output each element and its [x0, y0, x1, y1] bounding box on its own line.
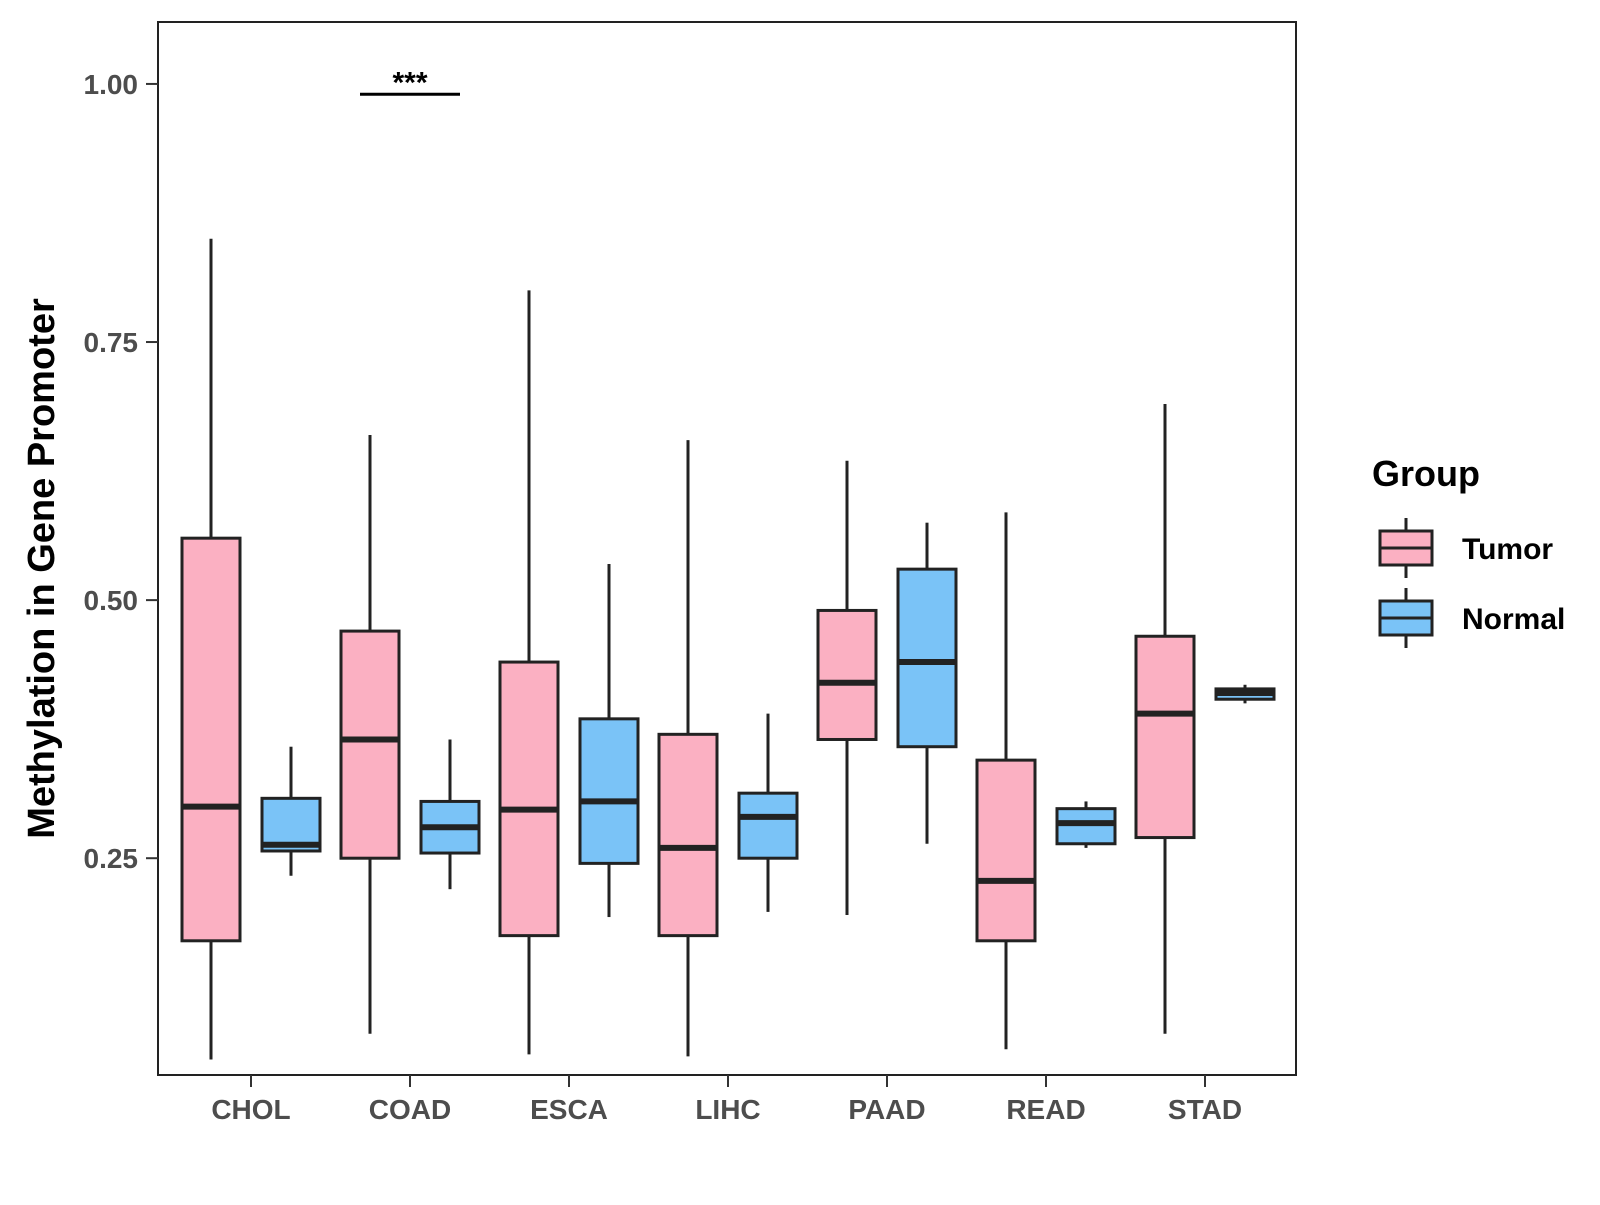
legend-title: Group: [1372, 453, 1480, 494]
box-paad: [816, 608, 878, 741]
box-lihc: [657, 732, 719, 938]
significance-label: ***: [392, 66, 427, 99]
box-lihc: [737, 791, 799, 860]
y-axis-title: Methylation in Gene Promoter: [21, 298, 63, 839]
y-tick-label: 0.50: [84, 585, 139, 616]
x-tick-label: READ: [1006, 1094, 1085, 1125]
legend-label-normal: Normal: [1462, 603, 1565, 636]
box-stad: [1134, 634, 1196, 840]
box-chol: [180, 536, 242, 943]
x-tick-label: CHOL: [211, 1094, 290, 1125]
y-tick-label: 0.25: [84, 843, 139, 874]
y-tick-label: 1.00: [84, 69, 139, 100]
x-tick-label: COAD: [369, 1094, 451, 1125]
plot-panel-border: [157, 21, 1297, 1076]
box-esca: [498, 660, 560, 938]
box-read: [1055, 807, 1117, 846]
box-coad: [339, 629, 401, 860]
x-tick-label: LIHC: [695, 1094, 760, 1125]
y-tick-label: 0.75: [84, 327, 139, 358]
x-tick-label: STAD: [1168, 1094, 1242, 1125]
box-read: [975, 758, 1037, 943]
x-tick-label: ESCA: [530, 1094, 608, 1125]
legend-label-tumor: Tumor: [1462, 533, 1553, 566]
x-tick-label: PAAD: [848, 1094, 925, 1125]
box-paad: [896, 567, 958, 749]
box-esca: [578, 717, 640, 865]
